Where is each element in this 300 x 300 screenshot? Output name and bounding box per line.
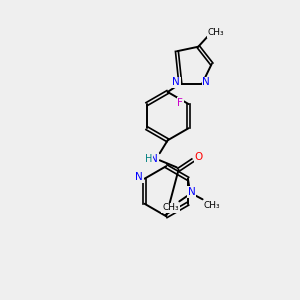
Text: N: N <box>135 172 143 182</box>
Text: N: N <box>172 77 180 87</box>
Text: F: F <box>177 98 183 108</box>
Text: O: O <box>194 152 203 162</box>
Text: N: N <box>150 154 158 164</box>
Text: N: N <box>202 77 210 87</box>
Text: CH₃: CH₃ <box>208 28 224 38</box>
Text: CH₃: CH₃ <box>204 201 220 210</box>
Text: H: H <box>145 154 152 164</box>
Text: CH₃: CH₃ <box>162 203 179 212</box>
Text: N: N <box>188 187 196 197</box>
